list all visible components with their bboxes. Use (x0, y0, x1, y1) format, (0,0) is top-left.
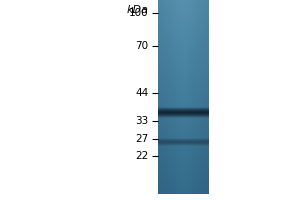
Text: 100: 100 (129, 8, 148, 18)
Text: kDa: kDa (127, 5, 148, 15)
Text: 70: 70 (135, 41, 148, 51)
Text: 44: 44 (135, 88, 148, 98)
Text: 33: 33 (135, 116, 148, 126)
Text: 22: 22 (135, 151, 148, 161)
Text: 27: 27 (135, 134, 148, 144)
